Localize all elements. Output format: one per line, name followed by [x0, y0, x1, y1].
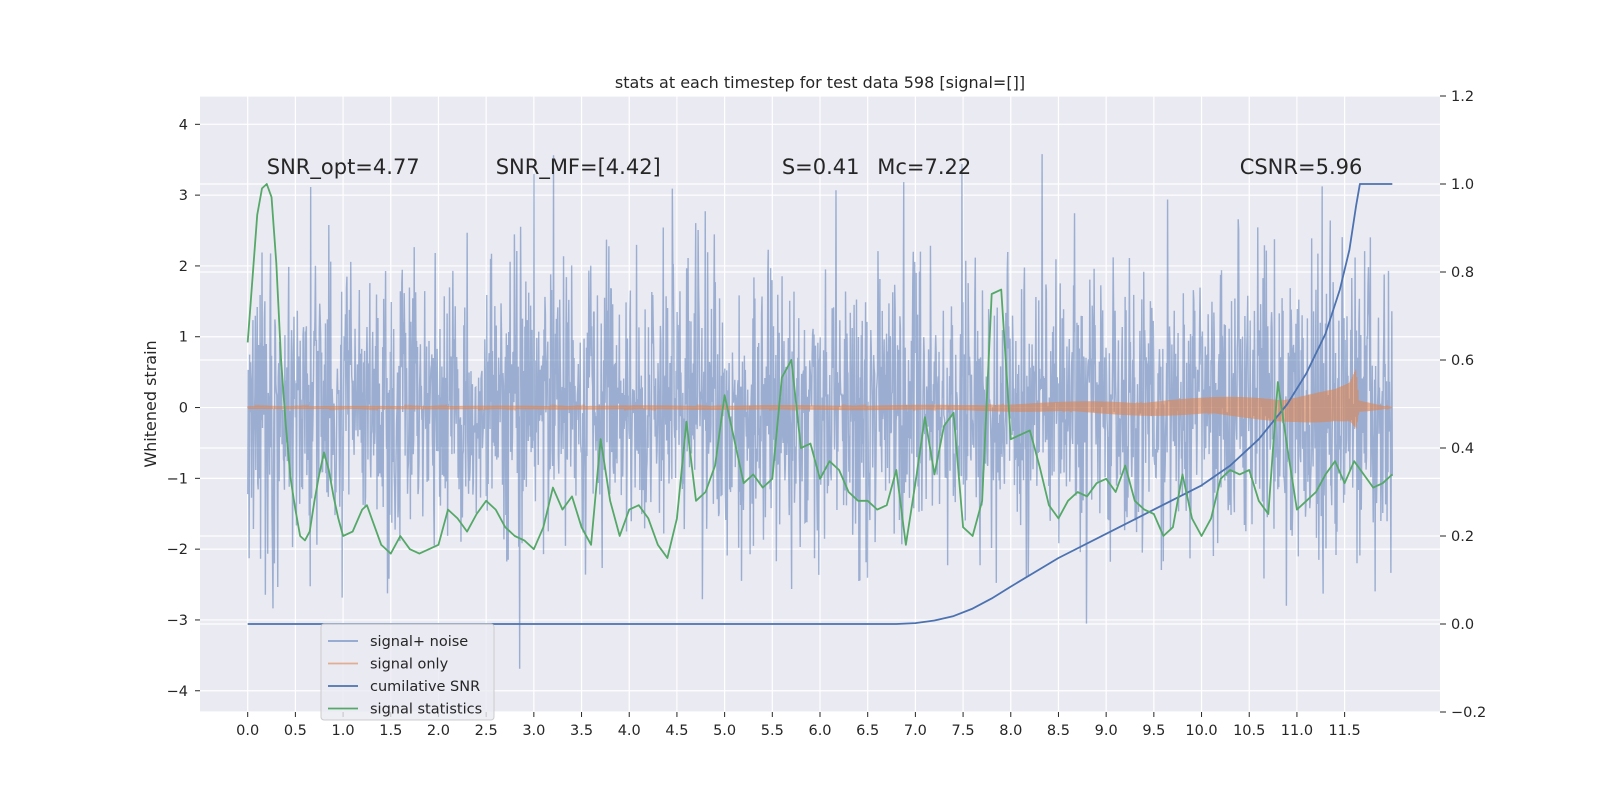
legend-label: signal only: [370, 657, 449, 673]
annotation-label: Mc=7.22: [877, 155, 971, 179]
annotation-label: S=0.41: [782, 155, 860, 179]
legend-label: cumilative SNR: [370, 679, 480, 695]
x-tick-label: 8.0: [999, 723, 1022, 739]
signal-noise-line: [246, 154, 1394, 669]
y-tick-label: −1: [167, 471, 188, 487]
legend-label: signal statistics: [370, 702, 482, 718]
x-tick-label: 3.5: [570, 723, 593, 739]
x-tick-label: 3.0: [522, 723, 545, 739]
x-tick-label: 10.0: [1185, 723, 1217, 739]
x-tick-label: 7.0: [904, 723, 927, 739]
signal-only-line: [247, 369, 1393, 429]
series-layer: [246, 154, 1394, 669]
y-tick-label: 3: [179, 188, 188, 204]
y-tick-label: 4: [179, 117, 188, 133]
y-tick-label: −4: [167, 684, 188, 700]
y-tick-label: −3: [167, 613, 188, 629]
y-axis-label: Whitened strain: [141, 340, 160, 467]
annotation-label: SNR_MF=[4.42]: [496, 155, 661, 180]
x-tick-label: 5.5: [761, 723, 784, 739]
x-tick-label: 2.0: [427, 723, 450, 739]
x-tick-label: 4.0: [618, 723, 641, 739]
y-right-tick-label: 0.0: [1451, 617, 1474, 633]
y-tick-label: −2: [167, 542, 188, 558]
y-right-tick-label: 0.6: [1451, 353, 1474, 369]
annotation-label: SNR_opt=4.77: [267, 155, 420, 180]
annotation-label: CSNR=5.96: [1240, 155, 1363, 179]
y-right-tick-label: 0.8: [1451, 265, 1474, 281]
x-tick-label: 5.0: [713, 723, 736, 739]
x-tick-label: 7.5: [952, 723, 975, 739]
y-tick-label: 1: [179, 330, 188, 346]
x-tick-label: 1.0: [332, 723, 355, 739]
y-tick-label: 0: [179, 401, 188, 417]
x-tick-label: 0.0: [236, 723, 259, 739]
x-tick-label: 9.0: [1095, 723, 1118, 739]
x-tick-label: 6.0: [808, 723, 831, 739]
x-tick-label: 8.5: [1047, 723, 1070, 739]
x-tick-label: 2.5: [475, 723, 498, 739]
x-tick-label: 4.5: [665, 723, 688, 739]
x-tick-label: 11.0: [1281, 723, 1313, 739]
legend: signal+ noise signal only cumilative SNR si…: [320, 623, 495, 721]
y-right-tick-label: 1.2: [1451, 89, 1474, 105]
x-tick-label: 11.5: [1328, 723, 1360, 739]
y-tick-label: 2: [179, 259, 188, 275]
x-tick-label: 1.5: [379, 723, 402, 739]
x-tick-label: 0.5: [284, 723, 307, 739]
y-right-tick-label: 0.2: [1451, 529, 1474, 545]
y-right-tick-label: 0.4: [1451, 441, 1474, 457]
axes-layer: 0.0 0.5 1.0 1.5 2.0 2.5 3.0 3.5 4.0 4.5 5.0 5.5 6.0 6…: [167, 89, 1487, 739]
y-right-tick-label: 1.0: [1451, 177, 1474, 193]
annotations: SNR_opt=4.77 SNR_MF=[4.42] S=0.41 Mc=7.22 CS…: [267, 155, 1363, 180]
signal-statistics-line: [246, 183, 1393, 559]
legend-box: [320, 623, 495, 721]
y-right-tick-label: −0.2: [1451, 705, 1486, 721]
x-tick-label: 10.5: [1233, 723, 1265, 739]
legend-label: signal+ noise: [370, 634, 468, 650]
x-tick-label: 6.5: [856, 723, 879, 739]
chart-title: stats at each timestep for test data 598…: [615, 73, 1025, 92]
x-tick-label: 9.5: [1142, 723, 1165, 739]
